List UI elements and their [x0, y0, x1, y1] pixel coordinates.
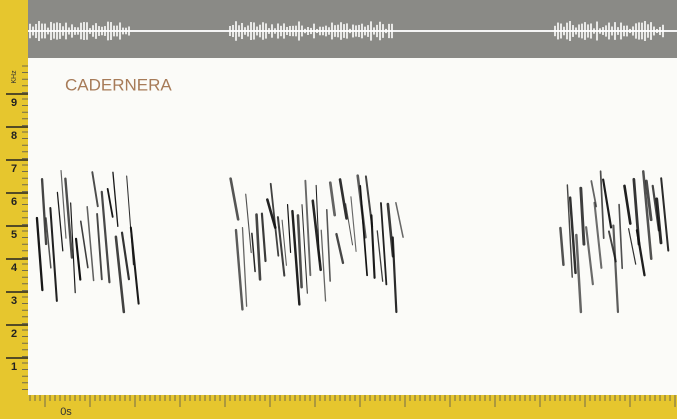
syllable-stroke	[74, 237, 82, 281]
syllable-stroke	[315, 184, 320, 262]
spectrogram	[35, 169, 670, 314]
syllable-stroke	[593, 201, 603, 269]
syllable-stroke	[655, 197, 663, 245]
frequency-tick-label: 2	[11, 328, 17, 340]
time-ruler	[28, 395, 677, 419]
syllable-stroke	[49, 207, 58, 302]
frequency-tick-label: 9	[11, 97, 17, 109]
syllable-stroke	[96, 212, 103, 281]
syllable-stroke	[91, 171, 99, 208]
syllable-stroke	[395, 201, 404, 238]
syllable-stroke	[635, 229, 646, 277]
syllable-stroke	[335, 232, 345, 265]
syllable-stroke	[269, 182, 280, 257]
syllable-stroke	[585, 226, 594, 286]
syllable-stroke	[350, 196, 357, 252]
syllable-stroke	[60, 169, 67, 239]
frequency-tick-label: 8	[11, 130, 17, 142]
syllable-stroke	[566, 184, 573, 278]
syllable-stroke	[291, 209, 301, 306]
syllable-stroke	[266, 198, 277, 229]
syllable-stroke	[641, 170, 653, 261]
syllable-stroke	[70, 202, 76, 294]
frequency-tick-label: 6	[11, 196, 17, 208]
syllable-stroke	[120, 231, 131, 281]
syllable-stroke	[255, 213, 262, 281]
syllable-stroke	[45, 217, 52, 269]
frequency-tick-label: 7	[11, 163, 17, 175]
syllable-stroke	[86, 206, 95, 282]
syllable-stroke	[129, 226, 140, 305]
species-title: CADERNERA	[65, 75, 172, 94]
syllable-stroke	[114, 235, 126, 314]
syllable-stroke	[559, 226, 565, 267]
syllable-stroke	[579, 186, 586, 246]
syllable-stroke	[376, 230, 384, 282]
syllable-stroke	[359, 184, 368, 277]
syllable-stroke	[296, 214, 303, 289]
syllable-stroke	[628, 228, 637, 265]
ruler-marks: 1 2 3 4 5 6 7 8 9	[6, 65, 676, 407]
syllable-stroke	[234, 228, 244, 311]
syllable-stroke	[380, 202, 388, 286]
syllable-stroke	[612, 224, 620, 314]
syllable-stroke	[320, 229, 327, 302]
syllable-stroke	[328, 181, 337, 217]
syllable-stroke	[260, 212, 267, 263]
frequency-tick-label: 3	[11, 295, 17, 307]
syllable-stroke	[281, 219, 287, 266]
syllable-stroke	[644, 179, 653, 222]
syllable-stroke	[568, 196, 577, 275]
syllable-stroke	[276, 216, 286, 277]
syllable-stroke	[64, 177, 74, 259]
syllable-stroke	[575, 233, 583, 314]
frequency-tick-label: 5	[11, 229, 17, 241]
syllable-stroke	[338, 178, 348, 220]
syllable-stroke	[301, 204, 308, 294]
syllable-stroke	[245, 193, 252, 254]
frequency-tick-label: 1	[11, 361, 17, 373]
syllable-stroke	[602, 178, 613, 229]
syllable-stroke	[241, 226, 248, 307]
syllable-stroke	[345, 203, 354, 246]
syllable-stroke	[112, 171, 119, 228]
syllable-stroke	[251, 232, 256, 273]
syllable-stroke	[618, 203, 624, 270]
frequency-unit: KHz	[11, 70, 18, 84]
time-start-label: 0s	[60, 406, 72, 418]
frequency-tick-label: 4	[11, 262, 18, 274]
syllable-stroke	[100, 190, 111, 284]
syllable-stroke	[106, 188, 114, 218]
syllable-stroke	[599, 170, 605, 240]
syllable-stroke	[35, 216, 44, 292]
syllable-stroke	[229, 177, 240, 221]
syllable-stroke	[286, 204, 292, 254]
syllable-stroke	[391, 236, 398, 314]
syllable-stroke	[40, 177, 48, 246]
syllable-stroke	[325, 209, 331, 282]
syllable-stroke	[79, 220, 89, 269]
syllable-stroke	[623, 184, 632, 225]
frequency-ruler	[0, 0, 28, 419]
syllable-stroke	[304, 179, 312, 277]
syllable-stroke	[660, 177, 670, 252]
waveform	[29, 21, 664, 41]
syllable-stroke	[370, 214, 376, 279]
syllable-stroke	[56, 191, 64, 252]
syllable-stroke	[590, 180, 598, 208]
